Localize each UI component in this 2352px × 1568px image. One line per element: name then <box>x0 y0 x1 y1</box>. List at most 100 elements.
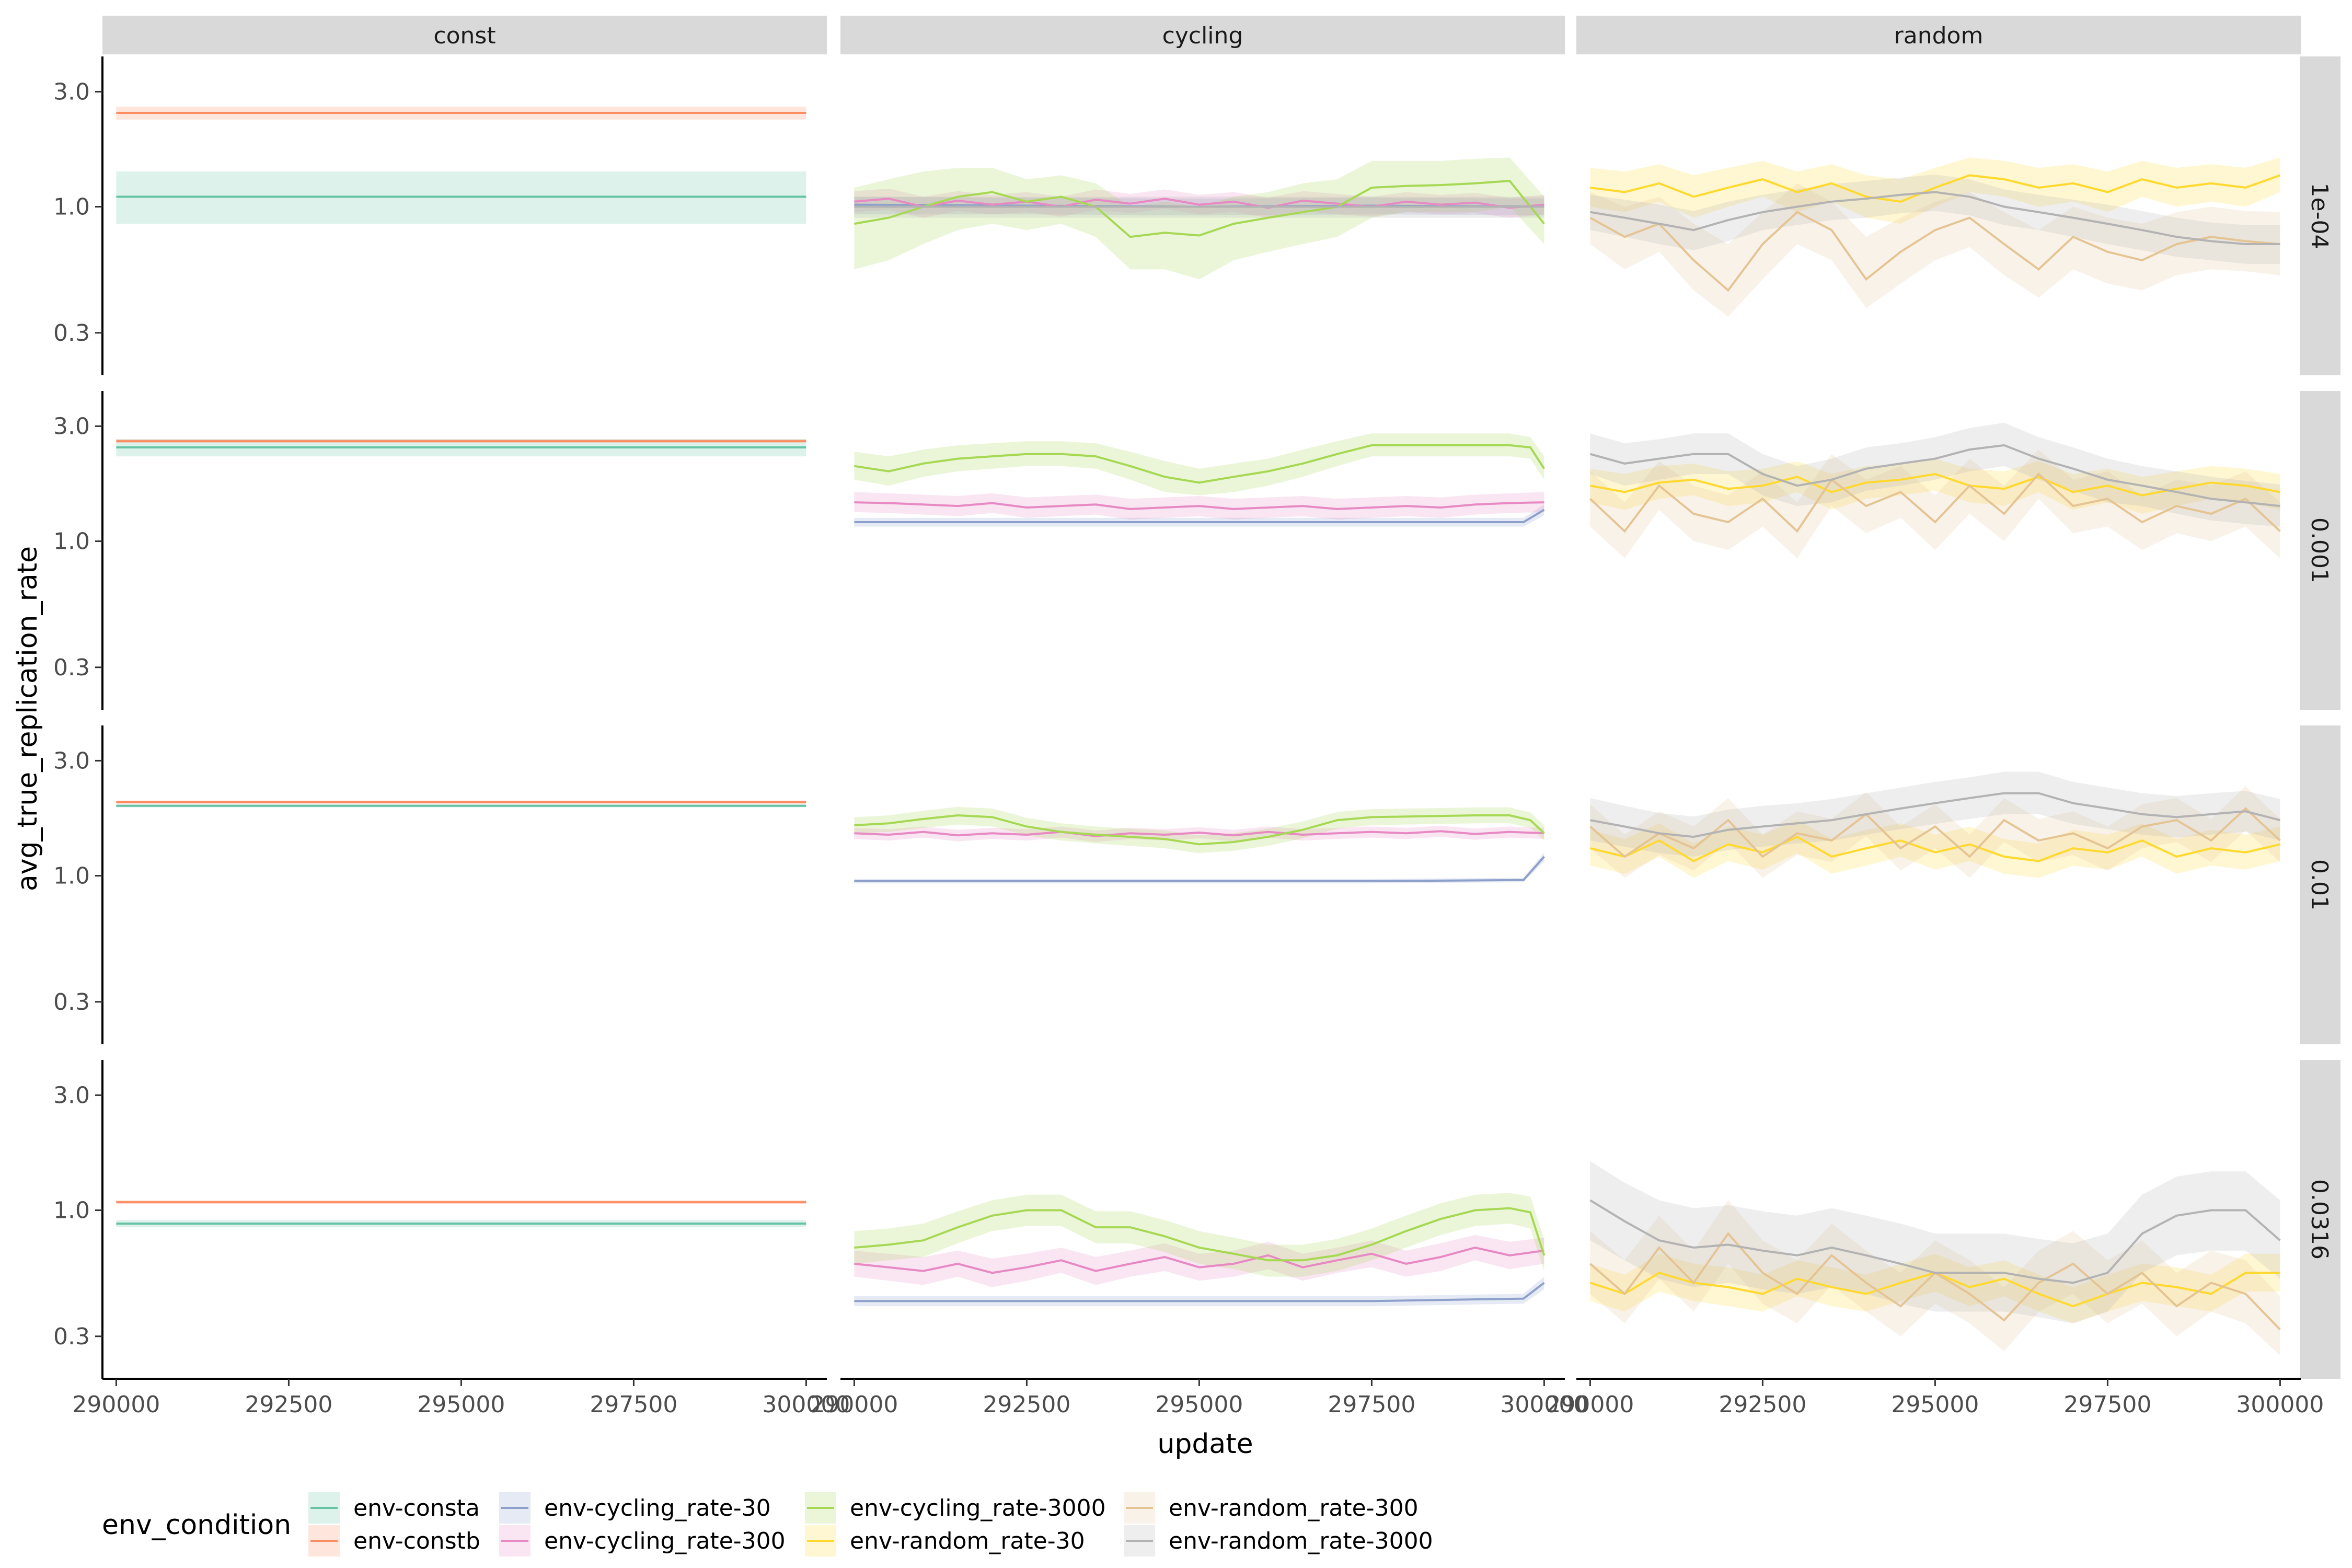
x-tick-label: 290000 <box>72 1391 160 1418</box>
ribbon-env-random_rate-300 <box>1590 449 2280 559</box>
legend-label: env-cycling_rate-30 <box>544 1495 771 1521</box>
legend-label: env-random_rate-30 <box>850 1528 1085 1554</box>
series-line-env-random_rate-300 <box>1589 211 2280 292</box>
ribbon-env-cycling_rate-3000 <box>854 1193 1544 1277</box>
legend-item-env-cycling_rate-30: env-cycling_rate-30 <box>499 1492 771 1524</box>
series-line-env-random_rate-300 <box>1589 807 2281 858</box>
series-line-env-random_rate-30 <box>1589 835 2280 862</box>
series-line-env-random_rate-300 <box>1589 472 2281 533</box>
ribbon-env-cycling_rate-3000 <box>854 157 1544 280</box>
x-tick-label: 297500 <box>1328 1391 1415 1418</box>
x-tick-label: 295000 <box>1891 1391 1979 1418</box>
row-strip-label-3: 0.0316 <box>2306 1179 2333 1260</box>
series-line-env-cycling_rate-3000 <box>854 180 1545 238</box>
ribbon-env-random_rate-300 <box>1590 786 2280 878</box>
panel-r0-c0 <box>116 107 806 224</box>
series-line-env-cycling_rate-300 <box>854 830 1544 837</box>
legend-label: env-consta <box>353 1495 480 1521</box>
y-tick-label: 3.0 <box>53 1082 90 1109</box>
row-strip-1 <box>2300 391 2341 710</box>
legend-item-env-random_rate-300: env-random_rate-300 <box>1124 1492 1419 1524</box>
y-tick-label: 1.0 <box>53 863 90 890</box>
ribbon-env-random_rate-3000 <box>1590 174 2280 264</box>
x-tick-label: 297500 <box>590 1391 677 1418</box>
series-line-env-random_rate-3000 <box>1589 1199 2281 1284</box>
x-tick-label: 300000 <box>762 1391 850 1418</box>
legend-item-env-consta: env-consta <box>308 1492 480 1524</box>
ribbon-env-random_rate-300 <box>1590 183 2280 317</box>
legend-item-env-random_rate-3000: env-random_rate-3000 <box>1124 1525 1433 1557</box>
x-tick-label: 295000 <box>1155 1391 1243 1418</box>
x-tick-label: 295000 <box>417 1391 505 1418</box>
series-line-env-cycling_rate-3000 <box>854 444 1546 484</box>
panel-r3-c1 <box>854 1193 1546 1307</box>
panel-r0-c1 <box>854 157 1545 280</box>
axes: 0.3 1.0 3.0 0.3 1.0 3.0 0.3 1.0 3.0 0.3 1.0 3.0 2900… <box>53 56 2324 1418</box>
ribbon-env-random_rate-30 <box>1590 157 2280 224</box>
legend-label: env-random_rate-300 <box>1169 1495 1419 1521</box>
series-line-env-cycling_rate-300 <box>854 1246 1544 1274</box>
y-tick-label: 3.0 <box>53 78 90 105</box>
y-tick-label: 1.0 <box>53 194 90 221</box>
legend-item-env-cycling_rate-3000: env-cycling_rate-3000 <box>805 1492 1106 1524</box>
series-line-env-cycling_rate-30 <box>854 856 1545 882</box>
panel-r1-c0 <box>116 439 806 457</box>
legend: env_condition env-consta env-constb env-cy… <box>102 1492 1433 1557</box>
facet-strip-label-cycling: cycling <box>1162 22 1243 49</box>
series-line-env-cycling_rate-300 <box>854 501 1544 510</box>
series-line-env-cycling_rate-300 <box>854 198 1544 209</box>
ribbon-env-cycling_rate-300 <box>854 188 1544 218</box>
x-tick-label: 292500 <box>1719 1391 1806 1418</box>
x-tick-label: 290000 <box>1546 1391 1634 1418</box>
x-tick-label: 290000 <box>810 1391 898 1418</box>
panel-r1-c1 <box>854 433 1546 527</box>
panel-r2-c1 <box>854 806 1545 884</box>
y-tick-label: 0.3 <box>53 1323 90 1350</box>
row-strip-label-2: 0.01 <box>2306 859 2333 910</box>
series-line-env-random_rate-3000 <box>1590 792 2280 838</box>
row-strip-label-1: 0.001 <box>2306 517 2333 583</box>
row-strip-0 <box>2300 56 2341 375</box>
series-line-env-random_rate-3000 <box>1589 444 2280 508</box>
x-axis-title: update <box>1157 1428 1253 1460</box>
legend-title: env_condition <box>102 1509 291 1541</box>
legend-label: env-cycling_rate-300 <box>544 1528 786 1554</box>
x-tick-label: 300000 <box>2236 1391 2324 1418</box>
x-tick-label: 300000 <box>1500 1391 1588 1418</box>
panel-r3-c2 <box>1589 1161 2281 1356</box>
facet-strip-const <box>102 16 827 54</box>
ribbon-env-random_rate-30 <box>1590 820 2280 878</box>
panel-r2-c2 <box>1589 771 2281 878</box>
legend-label: env-random_rate-3000 <box>1169 1528 1433 1554</box>
panel-r2-c0 <box>116 800 806 808</box>
y-tick-label: 0.3 <box>53 989 90 1016</box>
x-tick-label: 297500 <box>2063 1391 2151 1418</box>
legend-item-env-cycling_rate-300: env-cycling_rate-300 <box>499 1525 786 1557</box>
ribbon-env-random_rate-3000 <box>1590 1161 2280 1323</box>
series-line-env-random_rate-3000 <box>1590 191 2280 245</box>
series-line-env-cycling_rate-30 <box>854 509 1545 523</box>
y-tick-label: 0.3 <box>53 320 90 347</box>
ribbon-env-cycling_rate-30 <box>854 1276 1544 1307</box>
x-tick-label: 292500 <box>983 1391 1070 1418</box>
series-line-env-cycling_rate-30 <box>854 1282 1545 1302</box>
ribbon-env-cycling_rate-3000 <box>854 806 1544 854</box>
ribbon-env-cycling_rate-3000 <box>854 433 1544 495</box>
series-line-env-random_rate-30 <box>1590 174 2281 203</box>
panel-r3-c0 <box>116 1200 806 1228</box>
y-tick-label: 3.0 <box>53 747 90 774</box>
ribbon-env-cycling_rate-300 <box>854 1235 1544 1287</box>
panel-r1-c2 <box>1589 422 2281 559</box>
facet-strip-random <box>1576 16 2301 54</box>
ribbon-env-cycling_rate-30 <box>854 504 1544 527</box>
ribbon-env-cycling_rate-300 <box>854 826 1544 842</box>
facet-strip-label-random: random <box>1894 22 1984 49</box>
facet-panels <box>116 107 2281 1356</box>
row-strip-label-0: 1e-04 <box>2306 183 2333 249</box>
ribbon-env-random_rate-300 <box>1590 1200 2280 1356</box>
legend-item-env-random_rate-30: env-random_rate-30 <box>805 1525 1085 1557</box>
facet-strips: const cycling random 1e-04 0.001 0.01 0.0316 <box>102 16 2341 1379</box>
facet-strip-label-const: const <box>433 22 495 49</box>
legend-label: env-cycling_rate-3000 <box>850 1495 1106 1521</box>
